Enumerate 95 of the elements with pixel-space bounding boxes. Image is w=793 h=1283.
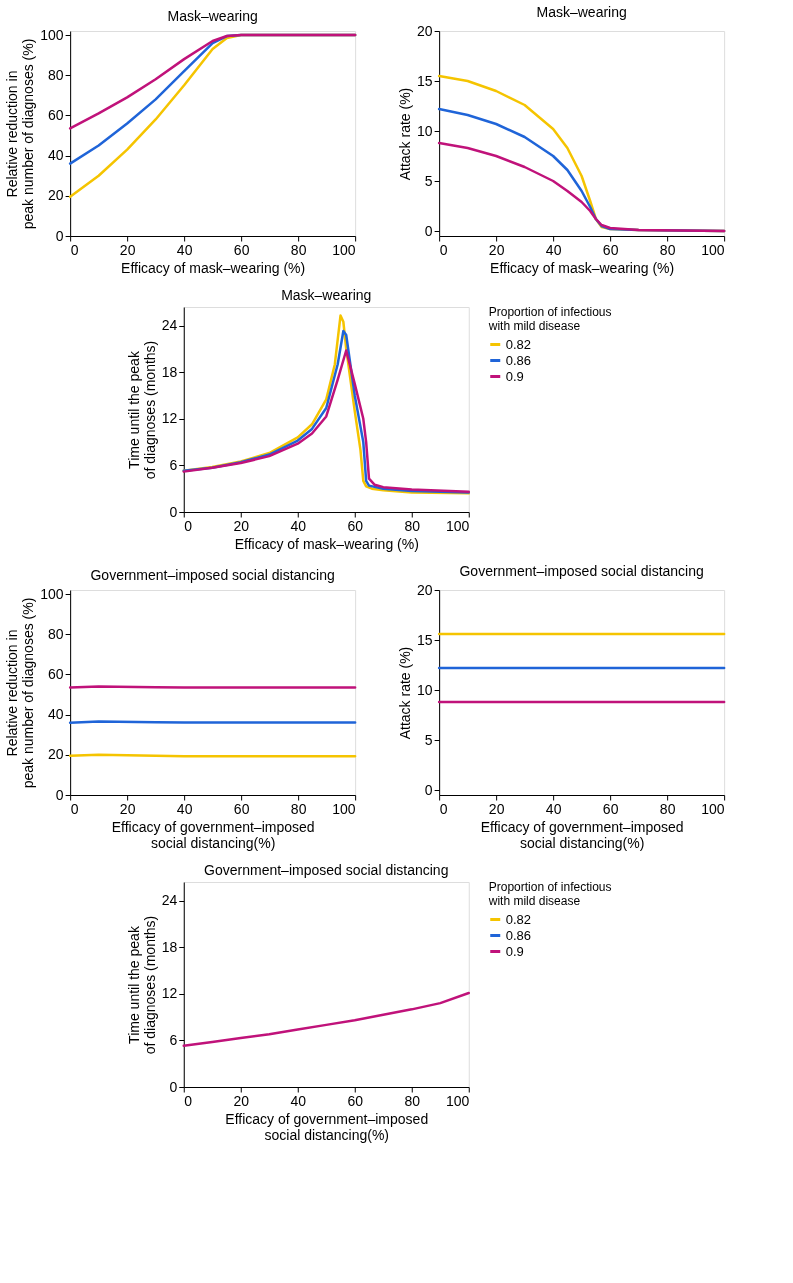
x-tick-label: 60 [233, 800, 250, 817]
x-tick-label: 100 [332, 800, 356, 817]
legend-label: 0.86 [505, 352, 532, 368]
y-tick-label: 24 [161, 317, 178, 334]
x-tick-label: 20 [488, 800, 505, 817]
legend-label: 0.9 [505, 943, 524, 959]
y-tick-label: 5 [424, 172, 433, 189]
x-tick-label: 100 [332, 241, 356, 258]
y-tick-label: 12 [161, 985, 178, 1002]
y-axis-title: Time until the peak of diagnoses (months) [125, 340, 158, 480]
y-tick-label: 20 [417, 581, 433, 598]
x-tick-label: 60 [233, 241, 250, 258]
x-tick-label: 20 [488, 241, 505, 258]
y-tick-label: 80 [48, 625, 64, 642]
x-axis-title: Efficacy of mask–wearing (%) [234, 535, 419, 552]
y-tick-label: 6 [169, 1031, 178, 1048]
y-tick-label: 10 [417, 122, 433, 139]
x-tick-label: 100 [445, 1092, 470, 1109]
x-tick-label: 20 [119, 241, 136, 258]
x-tick-label: 0 [439, 800, 448, 817]
x-tick-label: 100 [701, 241, 725, 258]
y-tick-label: 0 [55, 227, 64, 244]
x-tick-label: 20 [233, 1092, 250, 1109]
legend-title: Proportion of infectious with mild disease [487, 880, 612, 908]
y-tick-label: 0 [169, 1078, 178, 1095]
y-tick-label: 100 [40, 585, 64, 602]
y-tick-label: 10 [417, 681, 433, 698]
x-tick-label: 100 [701, 800, 725, 817]
x-tick-label: 40 [545, 241, 562, 258]
legend-label: 0.9 [505, 368, 524, 384]
y-axis-title: Relative reduction in peak number of diagnoses (%) [4, 38, 37, 230]
chart-title: Mask–wearing [536, 4, 627, 20]
x-tick-label: 80 [659, 800, 676, 817]
x-axis-title: Efficacy of mask–wearing (%) [490, 259, 675, 276]
y-tick-label: 0 [424, 222, 433, 239]
x-tick-label: 20 [233, 517, 250, 534]
x-axis-title: Efficacy of mask–wearing (%) [121, 259, 306, 276]
line-series [68, 33, 357, 130]
chart-title: Mask–wearing [167, 8, 258, 25]
legend-label: 0.82 [505, 336, 532, 352]
y-tick-label: 20 [48, 746, 64, 763]
y-tick-label: 0 [169, 503, 178, 520]
chart-title: Government–imposed social distancing [459, 563, 704, 579]
x-axis-title: Efficacy of government–imposed social distancing(%) [111, 818, 315, 851]
y-tick-label: 40 [48, 147, 64, 164]
x-tick-label: 40 [290, 517, 307, 534]
line-series [182, 991, 470, 1048]
x-tick-label: 40 [545, 800, 562, 817]
x-axis-title: Efficacy of government–imposed social distancing(%) [480, 818, 684, 851]
x-tick-label: 0 [70, 241, 79, 258]
x-tick-label: 80 [659, 241, 676, 258]
x-tick-label: 0 [70, 800, 79, 817]
y-tick-label: 6 [169, 456, 178, 473]
chart-title: Mask–wearing [281, 287, 372, 303]
y-axis-title: Time until the peak of diagnoses (months) [125, 915, 158, 1055]
y-tick-label: 24 [161, 892, 178, 909]
x-tick-label: 0 [184, 1092, 193, 1109]
y-tick-label: 0 [55, 786, 64, 803]
x-tick-label: 80 [290, 241, 307, 258]
x-tick-label: 60 [347, 1092, 364, 1109]
y-tick-label: 20 [48, 187, 64, 204]
y-tick-label: 15 [417, 631, 433, 648]
x-tick-label: 80 [404, 517, 421, 534]
y-tick-label: 20 [417, 22, 433, 39]
x-axis-title: Efficacy of government–imposed social distancing(%) [225, 1110, 429, 1143]
line-series [437, 141, 726, 233]
x-tick-label: 0 [439, 241, 448, 258]
y-axis-title: Attack rate (%) [397, 87, 414, 181]
legend-label: 0.82 [505, 911, 532, 927]
y-tick-label: 40 [48, 706, 64, 723]
y-tick-label: 5 [424, 731, 433, 748]
y-tick-label: 60 [48, 665, 64, 682]
x-tick-label: 60 [602, 800, 619, 817]
x-tick-label: 100 [445, 517, 470, 534]
y-tick-label: 12 [161, 410, 178, 427]
y-tick-label: 15 [417, 72, 433, 89]
y-tick-label: 80 [48, 66, 64, 83]
y-tick-label: 0 [424, 781, 433, 798]
chart-title: Government–imposed social distancing [204, 862, 449, 878]
legend-label: 0.86 [505, 927, 532, 943]
y-axis-title: Relative reduction in peak number of diagnoses (%) [4, 597, 37, 789]
x-tick-label: 60 [602, 241, 619, 258]
legend-title: Proportion of infectious with mild disease [487, 305, 612, 333]
y-tick-label: 18 [161, 363, 178, 380]
x-tick-label: 60 [347, 517, 364, 534]
x-tick-label: 20 [119, 800, 136, 817]
x-tick-label: 0 [184, 517, 193, 534]
y-tick-label: 100 [40, 26, 64, 43]
x-tick-label: 80 [290, 800, 307, 817]
y-tick-label: 60 [48, 106, 64, 123]
x-tick-label: 80 [404, 1092, 421, 1109]
y-axis-title: Attack rate (%) [397, 646, 414, 740]
chart-title: Government–imposed social distancing [90, 567, 335, 584]
x-tick-label: 40 [290, 1092, 307, 1109]
y-tick-label: 18 [161, 938, 178, 955]
